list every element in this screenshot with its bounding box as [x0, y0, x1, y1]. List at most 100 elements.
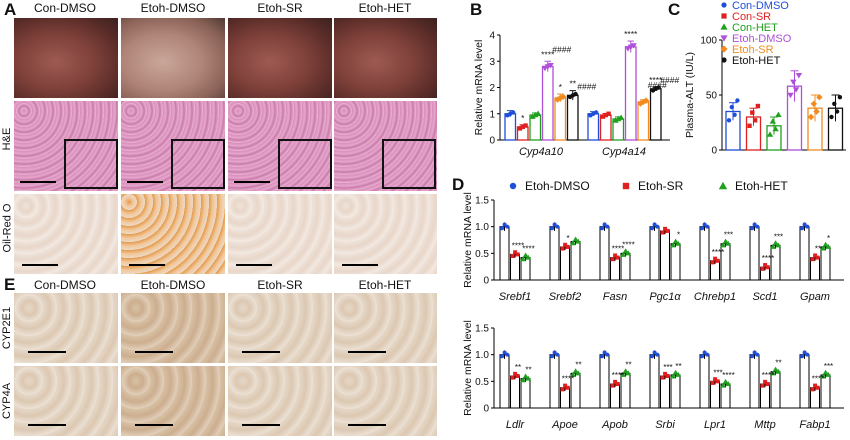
scale-bar: [28, 424, 66, 426]
panel-label-e: E: [4, 275, 16, 294]
chart-b-point: [630, 43, 637, 49]
chart-b-sig-label: *: [559, 82, 563, 92]
chart-d-point: [672, 238, 679, 244]
chart-d-x-tick-label: Apob: [601, 419, 628, 431]
chart-d-bar: [499, 354, 510, 409]
chart-d-point: [513, 250, 518, 255]
chart-b-point: [612, 117, 619, 123]
chart-d-sig-label: **: [525, 366, 531, 375]
chart-d-sig-label: ****: [812, 375, 824, 384]
he-micrograph: [228, 101, 332, 191]
chart-d-point: [555, 352, 560, 357]
chart-d-point: [800, 226, 804, 231]
chart-d-point: [700, 226, 704, 231]
chart-d-sig-label: **: [575, 360, 581, 369]
chart-d-point: [655, 224, 660, 229]
scale-bar: [348, 351, 386, 353]
chart-c-point: [790, 79, 797, 85]
chart-d-x-tick-label: Ldlr: [506, 419, 526, 431]
scale-bar: [20, 181, 56, 183]
chart-b-point: [520, 124, 525, 130]
chart-d-point: [713, 256, 718, 261]
he-micrograph: [334, 101, 437, 191]
zoom-inset: [382, 139, 436, 189]
chart-d-point: [563, 242, 568, 247]
chart-b-point: [617, 114, 625, 120]
chart-d-point: [672, 369, 679, 375]
chart-d-point: [700, 354, 704, 359]
chart-d-point: [605, 224, 610, 229]
liver-photo: [121, 18, 225, 98]
chart-d-point: [622, 368, 629, 374]
chart-d-point: [760, 383, 765, 388]
chart-d-point: [550, 226, 554, 231]
chart-d-bar: [649, 354, 660, 409]
panel-a-col-title: Etoh-SR: [257, 1, 303, 15]
chart-d-sig-label: ***: [713, 368, 722, 377]
chart-d-point: [765, 265, 770, 270]
chart-d-sig-label: ***: [774, 232, 783, 241]
chart-c-point: [775, 111, 782, 117]
chart-d-point: [820, 245, 826, 251]
zoom-inset: [278, 139, 332, 189]
chart-b-point: [573, 91, 578, 97]
chart-d-point: [705, 224, 710, 229]
chart-d-point: [650, 226, 654, 231]
chart-b-point: [603, 112, 608, 118]
chart-d-point: [520, 256, 526, 262]
chart-d-bar: [510, 375, 520, 409]
scale-bar: [348, 424, 386, 426]
chart-d-sig-label: ****: [512, 241, 524, 250]
chart-d-point: [710, 380, 715, 385]
chart-c-y-tick-label: 0: [711, 146, 717, 157]
chart-d-point: [725, 240, 732, 246]
panel-a-col-title: Con-DMSO: [33, 1, 96, 15]
chart-d-point: [763, 263, 768, 268]
chart-d-sig-label: *: [827, 234, 830, 243]
chart-c-point: [834, 109, 840, 114]
chart-b-sig-label: ####: [552, 45, 571, 55]
panel-label-b: B: [470, 0, 483, 19]
chart-d-point: [525, 254, 532, 260]
chart-b-bar: [649, 88, 662, 141]
chart-b-point: [534, 110, 542, 116]
chart-d-point: [705, 352, 710, 357]
chart-d-point: [563, 383, 568, 388]
panel-label-c: C: [668, 0, 681, 19]
scale-bar: [135, 351, 173, 353]
chart-d-point: [663, 226, 668, 231]
chart-d-bar: [560, 246, 570, 281]
cyp2e1-micrograph: [334, 293, 437, 363]
chart-d-point: [750, 226, 754, 231]
chart-d-point: [670, 242, 676, 248]
chart-c-y-tick-label: 100: [700, 36, 717, 47]
scale-bar: [127, 181, 163, 183]
chart-c-y-tick-label: 50: [706, 91, 718, 102]
chart-d-point: [620, 371, 626, 377]
chart-d-point: [513, 371, 518, 376]
cyp2e1-micrograph: [228, 293, 332, 363]
chart-d-point: [560, 387, 565, 392]
chart-d-point: [760, 266, 765, 271]
chart-b-sig-label: ****: [649, 75, 663, 85]
chart-d-point: [572, 368, 579, 374]
chart-d-x-tick-label: Pgc1α: [649, 291, 681, 303]
chart-b-point: [557, 94, 564, 102]
chart-d-bar: [499, 226, 510, 281]
chart-d-bar: [670, 374, 681, 409]
chart-d-point: [770, 243, 776, 249]
chart-d-point: [722, 238, 729, 244]
chart-d-point: [675, 371, 682, 377]
chart-d-point: [772, 366, 779, 372]
chart-c-point: [813, 108, 820, 115]
cyp4a-micrograph: [121, 366, 225, 436]
chart-c-point: [810, 100, 817, 107]
chart-d-bar: [670, 243, 681, 281]
scale-bar: [135, 424, 173, 426]
chart-d-sig-label: *: [566, 234, 569, 243]
chart-d-point: [665, 228, 670, 233]
chart-b-bar: [504, 113, 517, 141]
chart-b-point: [510, 110, 516, 115]
chart-c-legend-label: Etoh-SR: [732, 44, 774, 56]
chart-c-legend-label: Con-DMSO: [732, 0, 789, 12]
